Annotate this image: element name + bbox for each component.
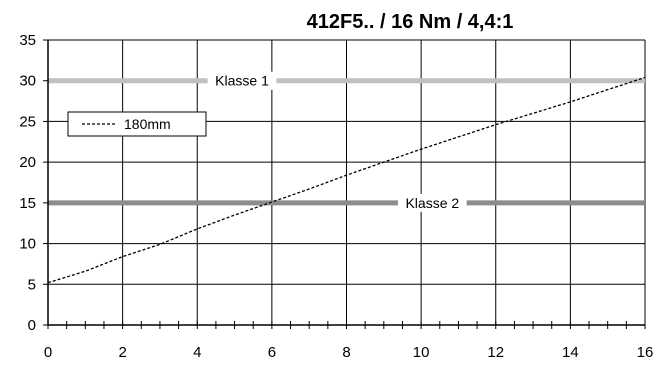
y-tick-label: 35 [19,32,36,49]
y-tick-label: 25 [19,113,36,130]
x-tick-label: 16 [637,344,654,361]
legend-label: 180mm [124,116,171,132]
y-tick-label: 0 [28,317,36,334]
legend-box [67,111,207,137]
y-tick-label: 15 [19,195,36,212]
x-tick-label: 0 [44,344,52,361]
reference-band-label-bg [397,193,467,212]
axes: 0 2 4 6 8 10 12 14 16 0 5 10 15 20 25 30 35 [19,32,653,361]
x-tick-label: 8 [342,344,350,361]
y-tick-label: 5 [28,276,36,293]
x-tick-label: 4 [193,344,201,361]
chart-title: 412F5.. / 16 Nm / 4,4:1 [307,11,514,33]
y-tick-label: 20 [19,154,36,171]
x-tick-label: 14 [562,344,579,361]
reference-bands: Klasse 1 Klasse 2 [48,71,645,212]
reference-band-label: Klasse 2 [405,195,459,211]
legend: 180mm [67,111,207,137]
reference-band-label-bg [207,71,277,90]
x-tick-label: 2 [118,344,126,361]
x-tick-label: 10 [413,344,430,361]
reference-band-label: Klasse 1 [215,73,269,89]
series-layer [47,76,646,284]
series-line-180mm [47,76,646,284]
x-tick-label: 6 [268,344,276,361]
x-tick-label: 12 [487,344,504,361]
y-tick-label: 10 [19,236,36,253]
y-tick-label: 30 [19,73,36,90]
